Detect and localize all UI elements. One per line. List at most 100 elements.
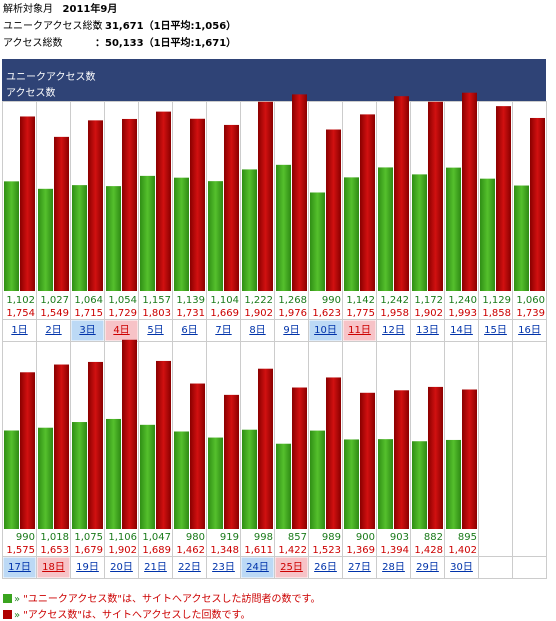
- unique-value-label: 998: [254, 532, 273, 543]
- unique-value-label: 1,172: [414, 295, 443, 306]
- day-link[interactable]: 22日: [178, 562, 201, 573]
- unique-bar: [378, 439, 393, 529]
- access-bar: [20, 372, 35, 529]
- access-bar: [258, 368, 273, 529]
- access-value-label: 1,623: [312, 308, 341, 319]
- legend-unique: ユニークアクセス数: [6, 72, 96, 83]
- access-value-label: 1,902: [108, 545, 137, 556]
- day-link[interactable]: 18日: [42, 562, 65, 573]
- unique-value-label: 1,139: [176, 295, 205, 306]
- access-bar: [258, 101, 273, 291]
- day-link[interactable]: 27日: [348, 562, 371, 573]
- day-link[interactable]: 15日: [484, 325, 507, 336]
- access-bar: [394, 96, 409, 291]
- access-value-label: 1,462: [176, 545, 205, 556]
- access-bar: [462, 92, 477, 291]
- unique-bar: [106, 418, 121, 529]
- access-value-label: 1,739: [516, 308, 545, 319]
- unique-value-label: 1,242: [380, 295, 409, 306]
- sunday-highlight: [37, 557, 70, 578]
- unique-bar: [446, 167, 461, 291]
- analysis-month-label: 解析対象月: [3, 4, 53, 15]
- day-link[interactable]: 1日: [11, 325, 27, 336]
- day-link[interactable]: 10日: [314, 325, 337, 336]
- day-link[interactable]: 4日: [113, 325, 129, 336]
- day-link[interactable]: 29日: [416, 562, 439, 573]
- day-link[interactable]: 5日: [147, 325, 163, 336]
- access-bar: [360, 392, 375, 529]
- access-bar: [292, 94, 307, 291]
- access-value-label: 1,902: [414, 308, 443, 319]
- day-link[interactable]: 9日: [283, 325, 299, 336]
- unique-bar: [412, 441, 427, 529]
- unique-value-label: 1,268: [278, 295, 307, 306]
- day-link[interactable]: 23日: [212, 562, 235, 573]
- access-value-label: 1,729: [108, 308, 137, 319]
- day-link[interactable]: 14日: [450, 325, 473, 336]
- access-bar: [462, 389, 477, 529]
- unique-bar: [208, 437, 223, 529]
- unique-bar: [412, 174, 427, 291]
- day-link[interactable]: 28日: [382, 562, 405, 573]
- day-link[interactable]: 21日: [144, 562, 167, 573]
- day-link[interactable]: 11日: [348, 325, 371, 336]
- footnote-unique-text: "ユニークアクセス数"は、サイトへアクセスした訪問者の数です。: [23, 594, 321, 605]
- day-link[interactable]: 20日: [110, 562, 133, 573]
- access-value-label: 1,858: [482, 308, 511, 319]
- day-link[interactable]: 13日: [416, 325, 439, 336]
- unique-bar: [4, 430, 19, 529]
- access-bar: [54, 364, 69, 529]
- access-value-label: 1,803: [142, 308, 171, 319]
- access-value-label: 1,348: [210, 545, 239, 556]
- access-bar: [530, 117, 545, 291]
- access-bar: [88, 120, 103, 291]
- unique-value-label: 1,106: [108, 532, 137, 543]
- legend-access: アクセス数: [6, 88, 56, 99]
- unique-value-label: 1,157: [142, 295, 171, 306]
- day-link[interactable]: 24日: [246, 562, 269, 573]
- day-link[interactable]: 2日: [45, 325, 61, 336]
- unique-value-label: 1,018: [40, 532, 69, 543]
- footnote-access-prefix: »: [14, 610, 24, 621]
- unique-value-label: 1,054: [108, 295, 137, 306]
- access-total-label: アクセス総数: [3, 38, 63, 49]
- unique-value-label: 990: [322, 295, 341, 306]
- access-total-value: ：50,133（1日平均:1,671）: [95, 38, 237, 49]
- access-value-label: 1,679: [74, 545, 103, 556]
- access-value-label: 1,402: [448, 545, 477, 556]
- unique-value-label: 1,129: [482, 295, 511, 306]
- access-bar: [428, 386, 443, 529]
- unique-bar: [310, 430, 325, 529]
- day-link[interactable]: 30日: [450, 562, 473, 573]
- access-value-label: 1,575: [6, 545, 35, 556]
- day-link[interactable]: 12日: [382, 325, 405, 336]
- access-bar: [428, 101, 443, 291]
- access-value-label: 1,669: [210, 308, 239, 319]
- day-link[interactable]: 19日: [76, 562, 99, 573]
- day-link[interactable]: 17日: [8, 562, 31, 573]
- access-value-label: 1,422: [278, 545, 307, 556]
- unique-value-label: 895: [458, 532, 477, 543]
- day-link[interactable]: 25日: [280, 562, 303, 573]
- unique-value-label: 857: [288, 532, 307, 543]
- day-link[interactable]: 6日: [181, 325, 197, 336]
- day-link[interactable]: 16日: [518, 325, 541, 336]
- footnote-unique: » "ユニークアクセス数"は、サイトへアクセスした訪問者の数です。: [3, 590, 321, 605]
- access-value-label: 1,653: [40, 545, 69, 556]
- access-bar: [326, 129, 341, 291]
- unique-value-label: 1,075: [74, 532, 103, 543]
- day-link[interactable]: 7日: [215, 325, 231, 336]
- unique-bar: [344, 439, 359, 529]
- unique-value-label: 1,240: [448, 295, 477, 306]
- day-link[interactable]: 26日: [314, 562, 337, 573]
- access-bar: [360, 114, 375, 291]
- unique-bar: [140, 424, 155, 529]
- day-link[interactable]: 3日: [79, 325, 95, 336]
- access-value-label: 1,611: [244, 545, 273, 556]
- access-value-label: 1,549: [40, 308, 69, 319]
- day-link[interactable]: 8日: [249, 325, 265, 336]
- analysis-month: 解析対象月 2011年9月: [3, 0, 117, 15]
- unique-total-label: ユニークアクセス総数: [3, 21, 103, 32]
- unique-value-label: 1,222: [244, 295, 273, 306]
